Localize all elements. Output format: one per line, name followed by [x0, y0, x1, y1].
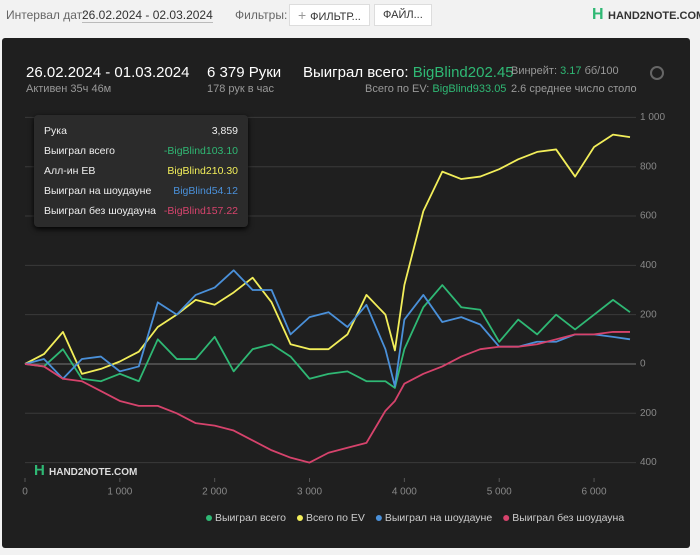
ev-total: Всего по EV: BigBlind933.05 [365, 83, 506, 95]
hands: 6 379 Руки [207, 64, 282, 81]
tooltip-label: Выиграл на шоудауне [44, 185, 152, 197]
winrate-label: Винрейт: [511, 65, 558, 77]
avg-tables: 2.6 среднее число столо [511, 83, 637, 95]
legend-marker [206, 515, 212, 521]
filters-label: Фильтры: [235, 8, 288, 22]
winrate: Винрейт: 3.17 бб/100 [511, 65, 619, 77]
series-line [24, 133, 631, 375]
active-time: Активен 35ч 46м [26, 83, 112, 95]
legend-label: Всего по EV [306, 512, 365, 524]
won-value: BigBlind202.45 [412, 64, 514, 81]
tooltip-row: Рука 3,859 [34, 121, 248, 141]
winrate-unit: бб/100 [584, 65, 619, 77]
y-tick-label: 400 [640, 260, 657, 271]
date-label: Интервал дат: [6, 8, 86, 22]
x-tick-label: 1 000 [107, 487, 132, 498]
tooltip-row: Алл-ин EB BigBlind210.30 [34, 161, 248, 181]
hands-per-hour: 178 рук в час [207, 83, 275, 95]
x-tick-label: 5 000 [487, 487, 512, 498]
series-line [24, 269, 631, 388]
chart: 400 200 0 200 400 600 800 1 000 0 1 000 2 000 3 000… [22, 66, 665, 524]
series-line [24, 331, 630, 464]
legend-marker [375, 515, 382, 521]
tooltip-label: Рука [44, 125, 67, 137]
y-tick-label: 600 [640, 211, 657, 222]
legend-label: Выиграл всего [215, 512, 286, 524]
period: 26.02.2024 - 01.03.2024 [26, 64, 190, 81]
tooltip-row: Выиграл на шоудауне BigBlind54.12 [34, 181, 248, 201]
chart-panel: 26.02.2024 - 01.03.2024 Активен 35ч 46м … [2, 38, 690, 548]
x-tick-label: 2 000 [202, 487, 227, 498]
settings-icon[interactable] [650, 66, 664, 80]
tooltip-value: 3,859 [211, 125, 238, 137]
y-tick-label: 1 000 [640, 112, 665, 123]
logo: H HAND2NOTE.COM [592, 6, 700, 24]
legend-label: Выиграл без шоудауна [512, 512, 624, 524]
x-tick-label: 0 [22, 487, 28, 498]
logo-text: HAND2NOTE.COM [608, 10, 700, 22]
tooltip-row: Выиграл без шоудауна -BigBlind157.22 [34, 201, 248, 221]
ev-value: BigBlind933.05 [432, 83, 507, 95]
y-tick-label: 400 [640, 457, 657, 468]
date-range[interactable]: 26.02.2024 - 02.03.2024 [82, 8, 213, 23]
tooltip: Рука 3,859 Выиграл всего -BigBlind103.10 Алл… [34, 115, 248, 227]
tooltip-label: Алл-ин EB [44, 165, 96, 177]
file-button[interactable]: ФАЙЛ... [374, 4, 432, 26]
y-tick-label: 800 [640, 161, 657, 172]
y-tick-label: 200 [640, 309, 657, 320]
won-total: Выиграл всего: BigBlind202.45 [303, 64, 514, 81]
tooltip-value: -BigBlind157.22 [163, 205, 238, 217]
tooltip-label: Выиграл без шоудауна [44, 205, 156, 217]
x-tick-label: 3 000 [297, 487, 322, 498]
tooltip-value: BigBlind210.30 [167, 165, 238, 177]
watermark-text: HAND2NOTE.COM [49, 467, 138, 478]
tooltip-label: Выиграл всего [44, 145, 115, 157]
ev-label: Всего по EV: [365, 83, 430, 95]
series-line [24, 284, 631, 389]
tooltip-value: -BigBlind103.10 [163, 145, 238, 157]
legend-marker [296, 515, 303, 521]
won-label: Выиграл всего: [303, 64, 409, 81]
x-tick-label: 4 000 [392, 487, 417, 498]
tooltip-value: BigBlind54.12 [173, 185, 238, 197]
filter-button[interactable]: + ФИЛЬТР... [289, 4, 370, 26]
y-tick-label: 0 [640, 359, 646, 370]
watermark: H HAND2NOTE.COM [34, 462, 138, 479]
legend-marker [503, 515, 510, 521]
tooltip-row: Выиграл всего -BigBlind103.10 [34, 141, 248, 161]
x-tick-label: 6 000 [582, 487, 607, 498]
filter-button-text: ФИЛЬТР... [310, 11, 361, 23]
winrate-value: 3.17 [560, 65, 582, 77]
legend-label: Выиграл на шоудауне [385, 512, 492, 524]
y-tick-label: 200 [640, 408, 657, 419]
